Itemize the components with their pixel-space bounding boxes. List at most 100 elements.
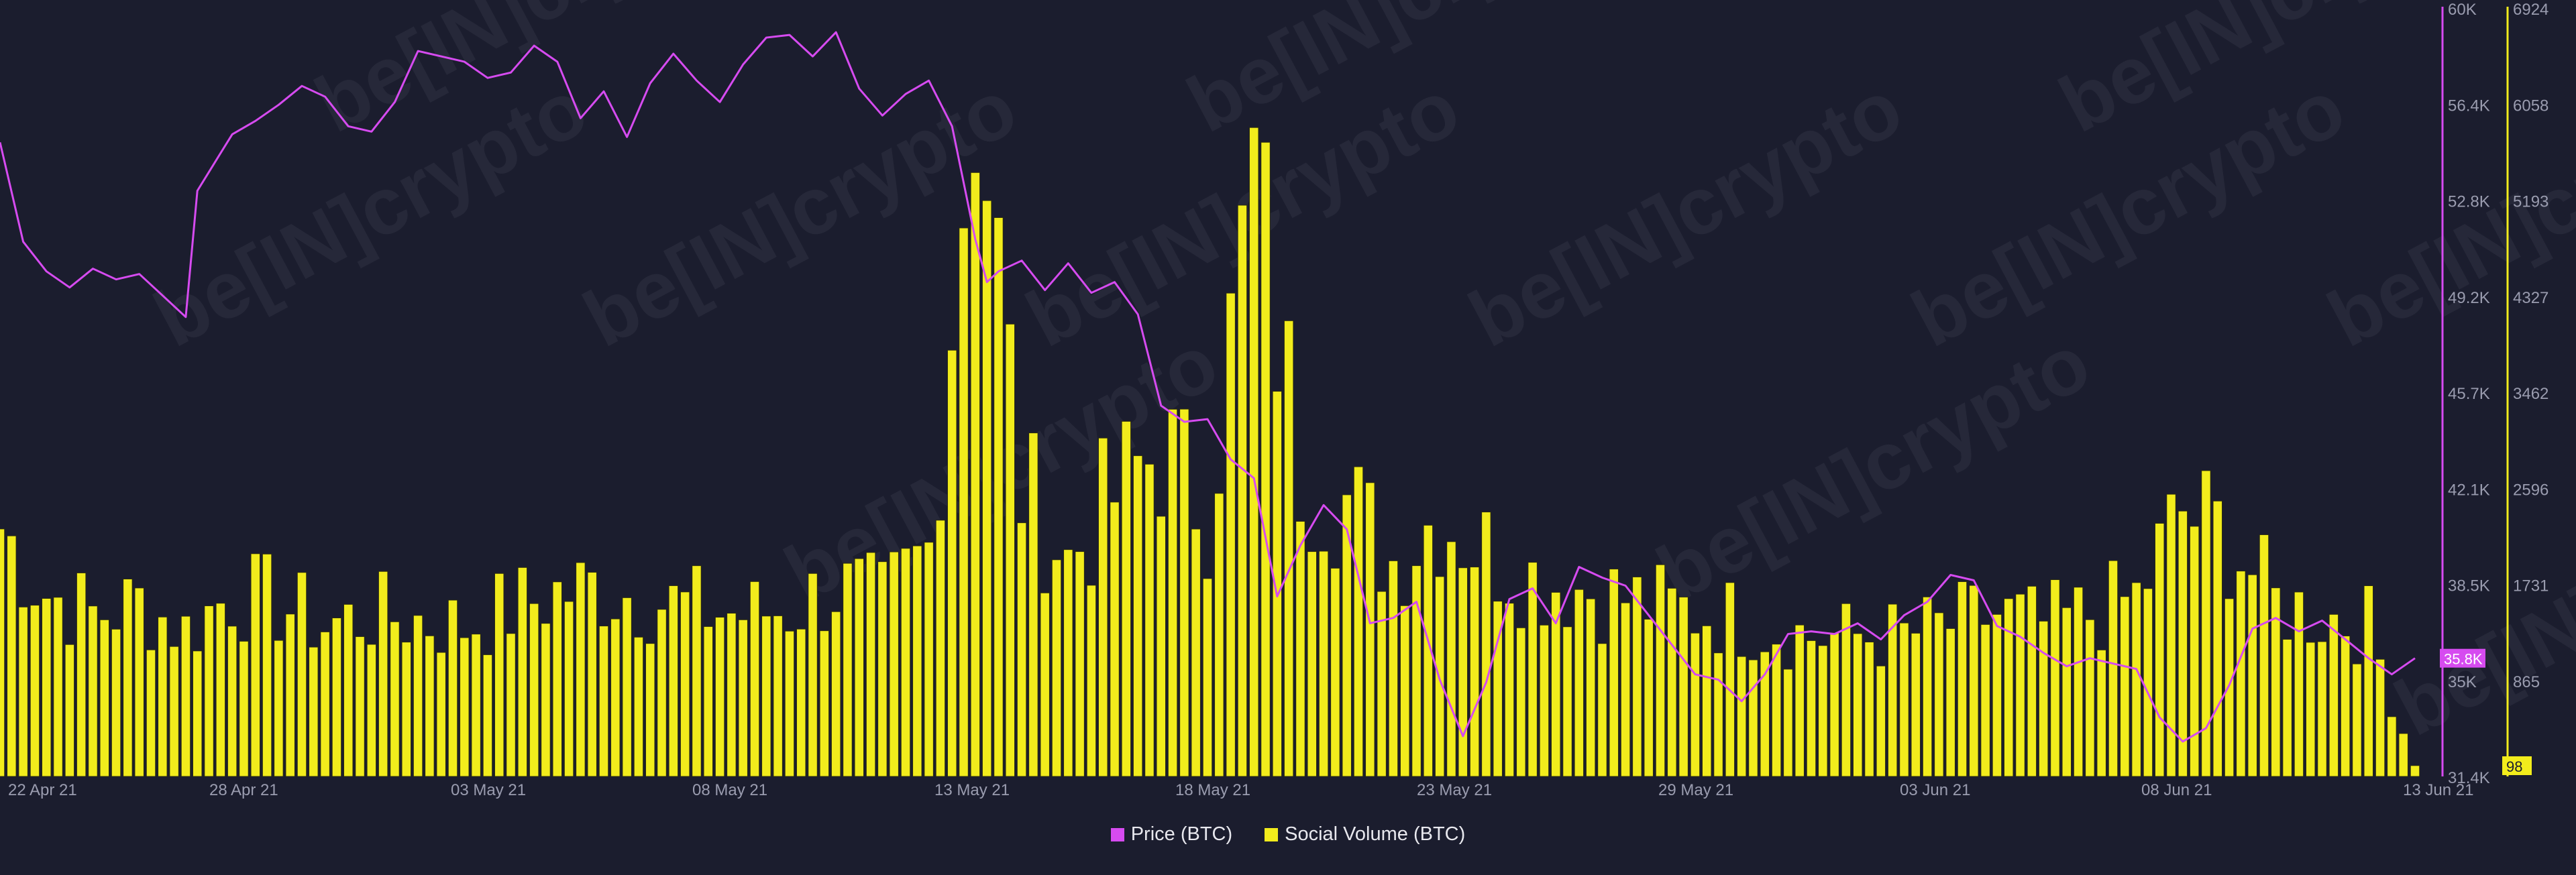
social-volume-bar (1097, 437, 1108, 777)
social-volume-bar (1121, 420, 1132, 777)
social-volume-bar (227, 626, 237, 777)
price-line (0, 31, 2416, 743)
social-volume-bar (1713, 652, 1723, 777)
social-volume-bar (2236, 571, 2246, 777)
social-volume-bar (1283, 320, 1294, 777)
social-volume-bar (1783, 668, 1793, 777)
social-volume-bar (796, 628, 806, 777)
social-volume-bar (2271, 587, 2281, 777)
social-volume-bar (773, 615, 783, 777)
social-volume-bar (1934, 612, 1944, 777)
social-volume-bar (1086, 585, 1097, 777)
social-volume-bar (1307, 551, 1318, 777)
social-volume-bar (239, 640, 249, 777)
price-tick-label: 38.5K (2448, 577, 2490, 595)
social-volume-bar (2003, 598, 2014, 777)
social-volume-bar (610, 618, 621, 777)
social-volume-bar (1876, 665, 1886, 777)
social-volume-bar (366, 644, 377, 777)
social-volume-bar (0, 528, 5, 777)
social-volume-bar (2143, 588, 2153, 777)
social-volume-bar (2073, 587, 2084, 777)
social-volume-bar (2375, 658, 2385, 777)
social-volume-bar (1202, 578, 1213, 777)
social-volume-bar (1818, 645, 1828, 777)
social-volume-bar (727, 613, 737, 777)
social-volume-bar (2108, 560, 2118, 777)
social-volume-bar (1005, 323, 1016, 777)
social-volume-bar (331, 618, 342, 777)
legend-item-price[interactable]: Price (BTC) (1110, 823, 1232, 845)
social-volume-bar (1550, 591, 1561, 777)
social-volume-bar (99, 619, 110, 777)
social-volume-bar (2120, 596, 2130, 777)
social-volume-bar (2166, 493, 2176, 777)
social-volume-bar (576, 562, 586, 777)
social-volume-bar (2224, 598, 2235, 777)
social-volume-bar (1597, 643, 1607, 777)
social-volume-bar (390, 621, 400, 777)
social-volume-bar (1040, 592, 1050, 777)
social-volume-bar (250, 553, 261, 777)
social-volume-bar (2259, 534, 2269, 777)
social-volume-bar (959, 227, 969, 777)
social-volume-bar (1562, 626, 1572, 777)
social-volume-bar (1051, 559, 1062, 777)
legend-item-social-volume[interactable]: Social Volume (BTC) (1265, 823, 1465, 845)
social-volume-bar (2294, 591, 2304, 777)
social-volume-bar (2015, 593, 2025, 777)
social-volume-bar (1248, 127, 1259, 777)
social-volume-bar (7, 535, 17, 777)
social-volume-bar (447, 599, 458, 777)
social-volume-bar (1632, 576, 1642, 777)
social-volume-bar (912, 545, 922, 777)
social-volume-bar (134, 587, 144, 777)
social-volume-bar (88, 605, 98, 777)
social-volume-bar (1992, 614, 2002, 777)
social-volume-bar (1260, 141, 1271, 777)
social-volume-bar (18, 606, 28, 777)
social-volume-bar (1678, 596, 1688, 777)
social-volume-tick-label: 3462 (2513, 385, 2548, 403)
social-volume-bar (1028, 432, 1038, 777)
x-tick-label: 13 May 21 (934, 781, 1010, 799)
social-volume-bar (749, 581, 760, 777)
x-tick-label: 13 Jun 21 (2403, 781, 2473, 799)
social-volume-bar (343, 603, 354, 777)
social-volume-bar (146, 649, 156, 777)
social-volume-bar (1214, 493, 1224, 777)
legend-label-social-volume: Social Volume (BTC) (1285, 823, 1466, 845)
social-volume-bar (2398, 733, 2408, 777)
price-tick-label: 35K (2448, 673, 2477, 691)
x-tick-label: 23 May 21 (1417, 781, 1492, 799)
watermark-text: be[IN]crypto (1643, 317, 2104, 619)
social-volume-bar (1620, 602, 1631, 777)
social-volume-bar (262, 553, 272, 777)
social-volume-bar (808, 573, 818, 777)
social-volume-bar (1365, 482, 1375, 777)
social-volume-bar (1911, 632, 1921, 777)
social-volume-bar (2178, 510, 2188, 777)
social-volume-bar (2085, 619, 2095, 777)
social-volume-bar (865, 552, 876, 777)
social-volume-bar (1852, 633, 1863, 777)
social-volume-bar (1469, 567, 1480, 777)
social-volume-bar (2282, 638, 2292, 777)
social-volume-bar (1969, 585, 1979, 777)
social-volume-bar (1226, 292, 1236, 777)
social-volume-bar (297, 572, 307, 777)
social-volume-bar (2131, 582, 2141, 777)
social-volume-bar (355, 636, 365, 777)
social-volume-bar (1794, 624, 1805, 777)
x-tick-label: 08 May 21 (692, 781, 767, 799)
social-volume-bar (1864, 641, 1874, 777)
social-volume-bar (158, 616, 168, 777)
price-current-badge (2440, 648, 2485, 668)
social-volume-bar (889, 551, 899, 777)
social-volume-bar (587, 571, 597, 777)
social-volume-bar (1132, 455, 1143, 777)
social-volume-bar (645, 643, 655, 777)
social-volume-bar (1388, 560, 1399, 777)
x-tick-label: 03 Jun 21 (1900, 781, 1970, 799)
social-volume-bar (425, 635, 435, 777)
